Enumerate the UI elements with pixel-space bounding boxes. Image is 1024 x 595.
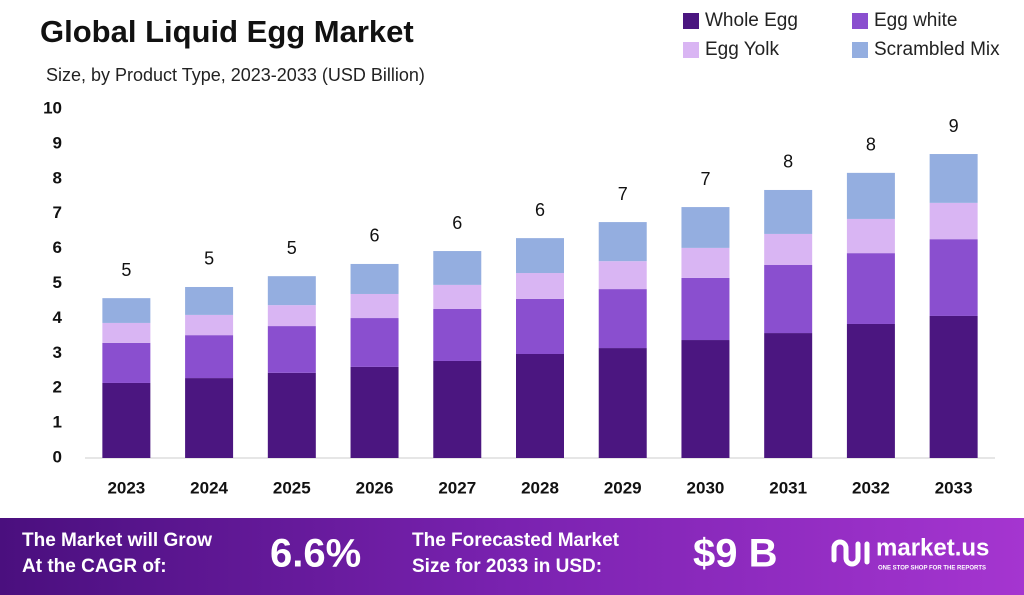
bar-segment (350, 263, 399, 294)
x-tick-label: 2024 (190, 478, 228, 497)
x-tick-label: 2028 (521, 478, 559, 497)
bar-segment (764, 333, 813, 458)
chart-subtitle: Size, by Product Type, 2023-2033 (USD Bi… (46, 65, 425, 85)
bar-segment (516, 273, 564, 299)
total-label: 5 (287, 238, 297, 258)
x-tick-label: 2033 (935, 478, 973, 497)
total-label: 5 (204, 249, 214, 269)
bar-segment (681, 277, 730, 341)
bar-segment (350, 366, 399, 458)
bar-segment (846, 323, 895, 458)
bar-segment (846, 172, 895, 219)
total-label: 6 (452, 213, 462, 233)
bar-segment (598, 261, 647, 290)
legend-label: Whole Egg (705, 10, 798, 31)
y-tick-label: 3 (53, 343, 62, 362)
y-tick-label: 9 (53, 133, 62, 152)
bar-segment (185, 378, 234, 458)
x-tick-label: 2029 (604, 478, 642, 497)
brand-logo (831, 539, 870, 567)
y-tick-label: 7 (53, 203, 62, 222)
y-tick-label: 4 (53, 308, 63, 327)
legend-swatch (683, 13, 699, 29)
x-tick-label: 2030 (687, 478, 725, 497)
cagr-text: The Market will Grow (22, 530, 212, 551)
bar-segment (185, 286, 234, 315)
bar-segment (598, 348, 647, 458)
bar-segment (102, 342, 151, 383)
total-label: 7 (700, 169, 710, 189)
bar-segment (764, 189, 813, 234)
total-label: 7 (618, 184, 628, 204)
bar-segment (929, 202, 978, 240)
bar-segment (516, 353, 564, 458)
bar-segment (267, 372, 316, 458)
bar-segment (433, 308, 482, 361)
bar-segment (267, 326, 316, 373)
bar-segment (846, 218, 895, 254)
total-label: 6 (535, 200, 545, 220)
bar-segment (598, 289, 647, 349)
x-tick-label: 2026 (356, 478, 394, 497)
bar-segment (764, 265, 813, 334)
bar-segment (350, 293, 399, 319)
total-label: 8 (866, 135, 876, 155)
legend-label: Scrambled Mix (874, 39, 1000, 60)
bar-segment (598, 222, 647, 262)
bar-segment (102, 298, 151, 323)
bar-segment (516, 238, 564, 274)
bar-segment (267, 276, 316, 306)
legend-swatch (852, 13, 868, 29)
y-tick-label: 8 (53, 168, 62, 187)
legend-label: Egg white (874, 10, 957, 31)
bar-segment (516, 298, 564, 354)
bar-segment (929, 315, 978, 458)
y-tick-label: 5 (53, 273, 62, 292)
total-label: 8 (783, 152, 793, 172)
legend-swatch (852, 42, 868, 58)
cagr-text: At the CAGR of: (22, 556, 167, 577)
brand-tagline: ONE STOP SHOP FOR THE REPORTS (878, 566, 986, 572)
bar-segment (764, 233, 813, 266)
bar-segment (846, 253, 895, 324)
x-tick-label: 2025 (273, 478, 311, 497)
y-tick-label: 2 (53, 378, 62, 397)
bar-segment (433, 251, 482, 285)
bar-segment (433, 360, 482, 458)
total-label: 9 (949, 116, 959, 136)
y-tick-label: 0 (53, 447, 62, 466)
total-label: 5 (121, 260, 131, 280)
x-tick-label: 2031 (769, 478, 807, 497)
footer-band (0, 518, 1024, 595)
legend-swatch (683, 42, 699, 58)
brand-name: market.us (876, 534, 989, 561)
y-tick-label: 6 (53, 238, 62, 257)
bar-segment (102, 322, 151, 343)
bar-segment (681, 207, 730, 248)
chart-title: Global Liquid Egg Market (40, 14, 414, 49)
bar-segment (350, 318, 399, 367)
bar-segment (681, 247, 730, 278)
y-tick-label: 1 (53, 413, 62, 432)
forecast-text: Size for 2033 in USD: (412, 556, 602, 577)
forecast-value: $9 B (693, 532, 778, 576)
bar-segment (929, 239, 978, 316)
cagr-value: 6.6% (270, 532, 361, 576)
bar-segment (433, 284, 482, 309)
bar-segment (929, 154, 978, 203)
legend-label: Egg Yolk (705, 39, 779, 60)
y-tick-label: 10 (43, 98, 62, 117)
bar-segment (185, 314, 234, 336)
total-label: 6 (370, 226, 380, 246)
x-tick-label: 2023 (107, 478, 145, 497)
x-tick-label: 2027 (438, 478, 476, 497)
bar-segment (185, 335, 234, 379)
bar-segment (681, 340, 730, 458)
forecast-text: The Forecasted Market (412, 530, 620, 551)
x-tick-label: 2032 (852, 478, 890, 497)
bar-segment (102, 382, 151, 458)
bar-segment (267, 305, 316, 327)
